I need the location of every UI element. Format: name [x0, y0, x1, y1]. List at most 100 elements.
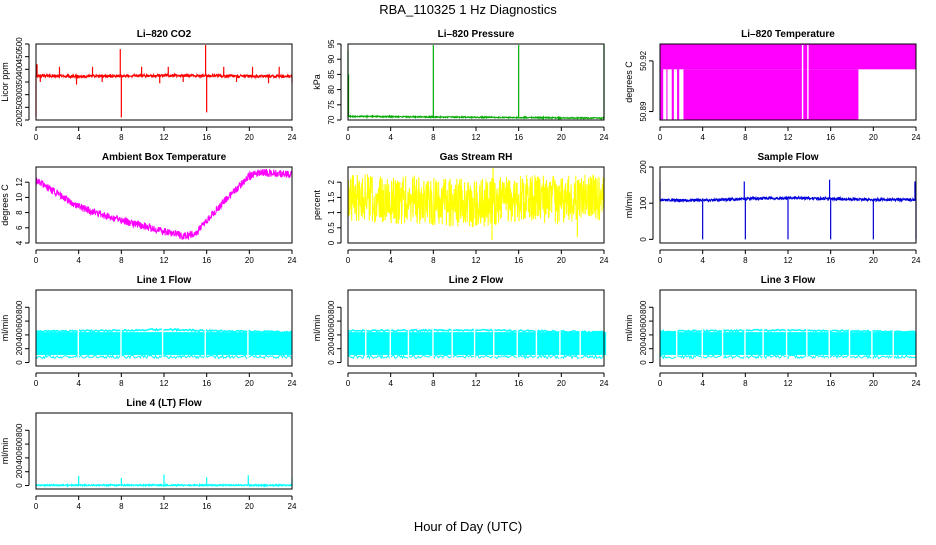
panel-8-x-tick-label: 12 — [472, 379, 481, 388]
panel-9-x-tick-label: 4 — [700, 379, 705, 388]
panel-4-x-tick-label: 0 — [34, 256, 39, 265]
panel-7-title: Line 1 Flow — [137, 275, 192, 286]
panel-5-y-tick-label: 2 — [327, 179, 336, 184]
panel-3-band-5 — [677, 69, 680, 120]
panel-4-x-tick-label: 12 — [160, 256, 169, 265]
figure-x-axis-label: Hour of Day (UTC) — [414, 519, 522, 534]
panel-8-y-axis-label: ml/min — [312, 315, 322, 342]
panel-8-x-tick-label: 24 — [600, 379, 609, 388]
panel-8-y-tick-label: 0 — [327, 360, 336, 365]
panel-4-frame — [35, 166, 293, 244]
panel-1-x-tick-label: 16 — [202, 133, 211, 142]
panel-8-gap-6 — [473, 291, 476, 365]
panel-3-x-tick-label: 8 — [743, 133, 748, 142]
panel-2-y-axis: 70 75 80 85 90 95 — [327, 39, 342, 124]
panel-8-gap-7 — [493, 291, 495, 365]
panel-2-x-tick-label: 4 — [388, 133, 393, 142]
panel-9-data — [659, 291, 917, 365]
panel-10-y-tick-label: 200 — [15, 465, 24, 479]
panel-5: Gas Stream RH percent 0 4 8 12 16 20 24 0 0.5 1 1.5 2 — [312, 152, 609, 265]
panel-3-title: Li–820 Temperature — [741, 29, 835, 40]
panel-7-x-tick-label: 24 — [288, 379, 297, 388]
panel-6-x-tick-label: 4 — [700, 256, 705, 265]
panel-6-y-tick-label: 0 — [639, 237, 648, 242]
panel-3-x-tick-label: 0 — [658, 133, 663, 142]
panel-4-y-tick-label: 8 — [15, 210, 24, 215]
panel-3-x-tick-label: 4 — [700, 133, 705, 142]
panel-10: Line 4 (LT) Flow ml/min 0 4 8 12 16 20 24 0 200400… — [0, 398, 297, 511]
panel-3-y-axis: 50.89 50.92 — [639, 50, 654, 122]
panel-3: Li–820 Temperature degrees C 0 4 8 12 16 20 24 50… — [624, 29, 921, 142]
panel-7-x-axis: 0 4 8 12 16 20 24 — [34, 372, 297, 388]
panel-5-y-tick-label: 1.5 — [327, 191, 336, 203]
figure-title: RBA_110325 1 Hz Diagnostics — [379, 2, 557, 17]
panel-9-gap-5 — [762, 291, 764, 365]
panel-8: Line 2 Flow ml/min 0 4 8 12 16 20 24 0 20040060080… — [312, 275, 609, 388]
panel-10-x-tick-label: 4 — [76, 502, 81, 511]
panel-7-y-tick-label: 400 — [15, 328, 24, 342]
panel-8-title: Line 2 Flow — [449, 275, 504, 286]
panel-2-data — [347, 45, 605, 121]
panel-6-y-axis-label: ml/min — [624, 192, 634, 219]
panel-8-lower-edge — [347, 353, 605, 360]
panel-9-band-1 — [660, 332, 916, 355]
panel-4-y-axis: 4 6 8 10 12 — [15, 177, 30, 245]
panel-9-gap-2 — [701, 291, 703, 365]
panel-7-x-tick-label: 4 — [76, 379, 81, 388]
panel-5-title: Gas Stream RH — [440, 152, 513, 163]
panel-5-data — [347, 168, 605, 240]
panel-6-x-tick-label: 24 — [912, 256, 921, 265]
panel-1-x-tick-label: 8 — [119, 133, 124, 142]
panel-10-x-tick-label: 16 — [202, 502, 211, 511]
panel-6-y-tick-label: 100 — [639, 196, 648, 210]
panel-9-gap-11 — [892, 291, 894, 365]
panel-7-x-tick-label: 0 — [34, 379, 39, 388]
panel-9-x-tick-label: 24 — [912, 379, 921, 388]
panel-8-y-tick-label: 800 — [327, 300, 336, 314]
panel-10-x-tick-label: 12 — [160, 502, 169, 511]
panel-9-y-tick-label: 200 — [639, 342, 648, 356]
panel-1-x-tick-label: 12 — [160, 133, 169, 142]
panel-10-frame — [35, 412, 293, 490]
panel-2-x-axis: 0 4 8 12 16 20 24 — [346, 126, 609, 142]
panel-10-x-tick-label: 24 — [288, 502, 297, 511]
panel-9-gap-10 — [871, 291, 873, 365]
panel-5-y-tick-label: 1 — [327, 210, 336, 215]
panel-1-y-tick-label: 200 — [15, 113, 24, 127]
panel-3-band-3 — [666, 69, 668, 120]
panel-8-x-tick-label: 4 — [388, 379, 393, 388]
panel-3-band-4 — [671, 69, 674, 120]
panel-8-data — [347, 291, 607, 365]
panel-5-y-tick-label: 0.5 — [327, 222, 336, 234]
panel-9-x-tick-label: 20 — [869, 379, 878, 388]
panel-2-series-line — [347, 114, 605, 121]
panel-8-x-axis: 0 4 8 12 16 20 24 — [346, 372, 609, 388]
panel-7-gap-1 — [77, 291, 79, 365]
panel-9-title: Line 3 Flow — [761, 275, 816, 286]
panel-3-x-tick-label: 12 — [784, 133, 793, 142]
panel-7-lower-edge — [35, 353, 293, 360]
panel-1: Li–820 CO2 Licor ppm 0 4 8 12 16 20 24 2002503003… — [0, 29, 297, 142]
panel-9-gap-8 — [828, 291, 830, 365]
panel-7-y-tick-label: 800 — [15, 300, 24, 314]
panel-2: Li–820 Pressure kPa 0 4 8 12 16 20 24 70 75 80 85 90 9… — [312, 29, 609, 142]
panel-6-title: Sample Flow — [757, 152, 818, 163]
panel-4-series-line — [35, 168, 293, 241]
panel-4-y-tick-label: 12 — [15, 177, 24, 186]
panel-4-x-tick-label: 24 — [288, 256, 297, 265]
panel-2-title: Li–820 Pressure — [438, 29, 515, 40]
panel-4-x-tick-label: 16 — [202, 256, 211, 265]
panel-2-y-tick-label: 95 — [327, 39, 336, 48]
panel-10-x-tick-label: 8 — [119, 502, 124, 511]
panel-8-gap-1 — [365, 291, 367, 365]
panel-1-x-tick-label: 4 — [76, 133, 81, 142]
panel-2-x-tick-label: 12 — [472, 133, 481, 142]
panel-2-y-axis-label: kPa — [312, 74, 322, 90]
panel-4-y-tick-label: 6 — [15, 225, 24, 230]
panel-9-x-tick-label: 8 — [743, 379, 748, 388]
panel-4-data — [35, 168, 293, 241]
panel-6-x-tick-label: 12 — [784, 256, 793, 265]
